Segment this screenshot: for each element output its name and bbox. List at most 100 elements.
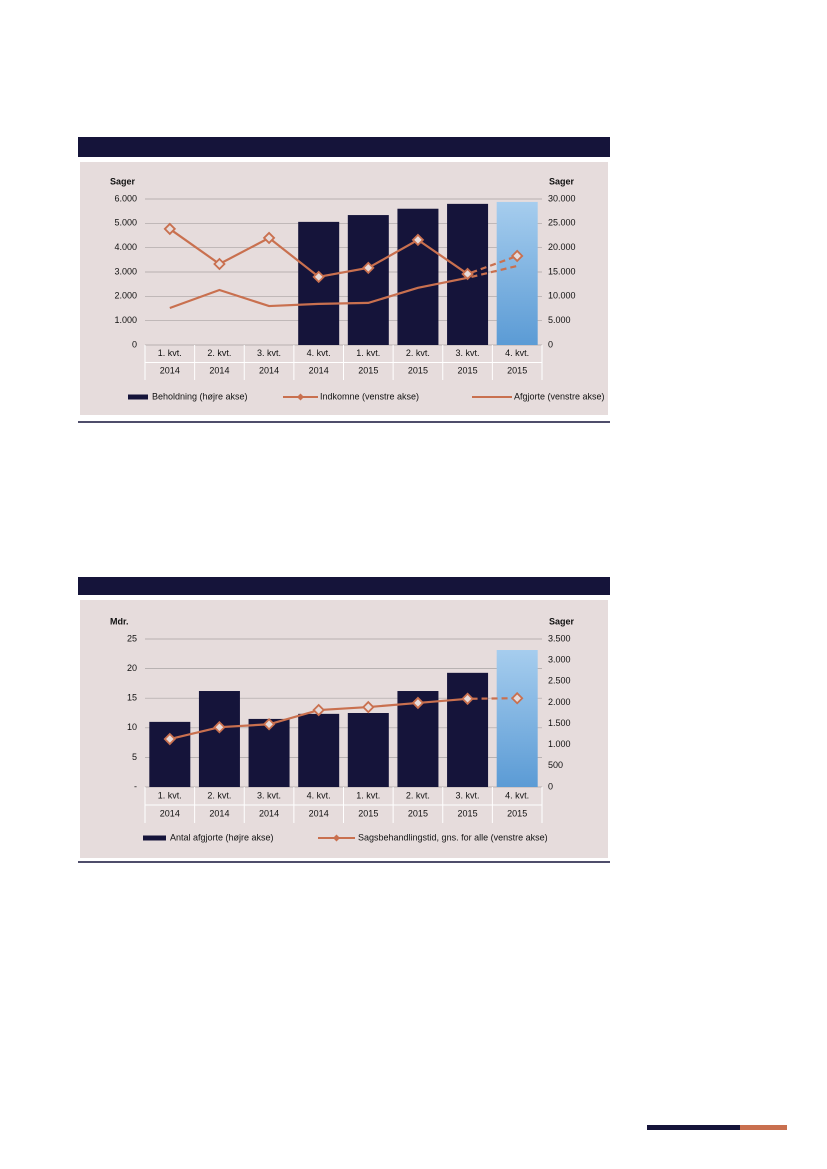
legend-swatch: [143, 835, 166, 841]
x-tick-label: 1. kvt.: [158, 348, 182, 358]
y-tick-label: 4.000: [114, 242, 137, 252]
line-marker: [411, 233, 425, 247]
x-tick-label: 2015: [408, 808, 428, 818]
y2-tick-label: 5.000: [548, 315, 571, 325]
line-marker: [213, 720, 226, 734]
x-tick-label: 2014: [309, 808, 329, 818]
y2-tick-label: 20.000: [548, 242, 576, 252]
x-tick-label: 2014: [160, 366, 180, 376]
line-marker: [461, 692, 474, 706]
line-marker: [312, 703, 325, 717]
y2-tick-label: 2.000: [548, 697, 571, 707]
y2-tick-label: 3.500: [548, 633, 571, 643]
x-tick-label: 3. kvt.: [257, 790, 281, 800]
bar: [149, 721, 191, 787]
y2-tick-label: 25.000: [548, 218, 576, 228]
x-tick-label: 1. kvt.: [158, 790, 182, 800]
y-tick-label: -: [134, 781, 137, 791]
x-tick-label: 2015: [458, 366, 478, 376]
y-tick-label: 25: [127, 633, 137, 643]
line-marker: [510, 249, 524, 263]
y2-tick-label: 500: [548, 760, 563, 770]
bar: [198, 691, 240, 787]
line-marker: [163, 732, 177, 746]
x-tick-label: 2014: [259, 808, 279, 818]
chart-header-band: [78, 577, 610, 595]
line-marker: [163, 222, 177, 236]
y-tick-label: 20: [127, 663, 137, 673]
y-tick-label: 0: [132, 339, 137, 349]
x-tick-label: 3. kvt.: [257, 348, 281, 358]
y2-tick-label: 1.000: [548, 739, 571, 749]
x-tick-label: 2. kvt.: [406, 790, 430, 800]
y-tick-label: 10: [127, 722, 137, 732]
y2-tick-label: 1.500: [548, 718, 571, 728]
line-marker: [362, 700, 375, 714]
y2-axis-label: Sager: [549, 616, 575, 626]
x-tick-label: 2014: [209, 808, 229, 818]
footer-bar: [740, 1125, 787, 1130]
line-marker: [362, 261, 375, 275]
y-tick-label: 5.000: [114, 218, 137, 228]
bar: [347, 215, 389, 345]
legend-label: Antal afgjorte (højre akse): [170, 832, 274, 842]
y-tick-label: 2.000: [114, 291, 137, 301]
x-tick-label: 1. kvt.: [356, 348, 380, 358]
legend-swatch: [128, 394, 148, 400]
y-axis-label: Sager: [110, 176, 136, 186]
legend-label: Afgjorte (venstre akse): [514, 391, 605, 401]
bar: [397, 208, 439, 345]
x-tick-label: 2. kvt.: [406, 348, 430, 358]
bar: [298, 221, 340, 345]
y-tick-label: 15: [127, 693, 137, 703]
bar: [298, 713, 340, 787]
x-tick-label: 3. kvt.: [456, 348, 480, 358]
y-tick-label: 6.000: [114, 193, 137, 203]
x-tick-label: 2015: [358, 366, 378, 376]
x-tick-label: 2014: [209, 366, 229, 376]
legend-label: Sagsbehandlingstid, gns. for alle (venst…: [358, 832, 548, 842]
chart-header-band: [78, 137, 610, 157]
bar: [496, 201, 538, 345]
line-marker: [411, 696, 425, 710]
y2-tick-label: 30.000: [548, 193, 576, 203]
x-tick-label: 2015: [458, 808, 478, 818]
y2-tick-label: 0: [548, 781, 553, 791]
y2-tick-label: 15.000: [548, 266, 576, 276]
x-tick-label: 2014: [259, 366, 279, 376]
line-series: [169, 697, 518, 741]
legend-label: Indkomne (venstre akse): [320, 391, 419, 401]
legend-marker: [333, 834, 340, 842]
x-tick-label: 4. kvt.: [307, 348, 331, 358]
x-tick-label: 2. kvt.: [207, 348, 231, 358]
footer-bar: [647, 1125, 740, 1130]
bar: [496, 649, 538, 787]
legend-label: Beholdning (højre akse): [152, 391, 248, 401]
y-tick-label: 3.000: [114, 266, 137, 276]
y2-axis-label: Sager: [549, 176, 575, 186]
line-marker: [262, 717, 276, 731]
y-tick-label: 1.000: [114, 315, 137, 325]
x-tick-label: 2. kvt.: [207, 790, 231, 800]
x-tick-label: 2015: [408, 366, 428, 376]
line-marker: [312, 270, 325, 284]
line-marker: [213, 257, 226, 271]
line-marker: [510, 691, 524, 705]
x-tick-label: 2014: [309, 366, 329, 376]
line-series: [169, 264, 518, 310]
y2-tick-label: 10.000: [548, 291, 576, 301]
bar: [347, 713, 389, 787]
line-series: [169, 228, 518, 279]
x-tick-label: 4. kvt.: [505, 790, 529, 800]
y2-tick-label: 3.000: [548, 655, 571, 665]
x-tick-label: 3. kvt.: [456, 790, 480, 800]
x-tick-label: 1. kvt.: [356, 790, 380, 800]
x-tick-label: 4. kvt.: [505, 348, 529, 358]
y-tick-label: 5: [132, 752, 137, 762]
y-axis-label: Mdr.: [110, 616, 129, 626]
x-tick-label: 2015: [507, 808, 527, 818]
x-tick-label: 4. kvt.: [307, 790, 331, 800]
y2-tick-label: 0: [548, 339, 553, 349]
